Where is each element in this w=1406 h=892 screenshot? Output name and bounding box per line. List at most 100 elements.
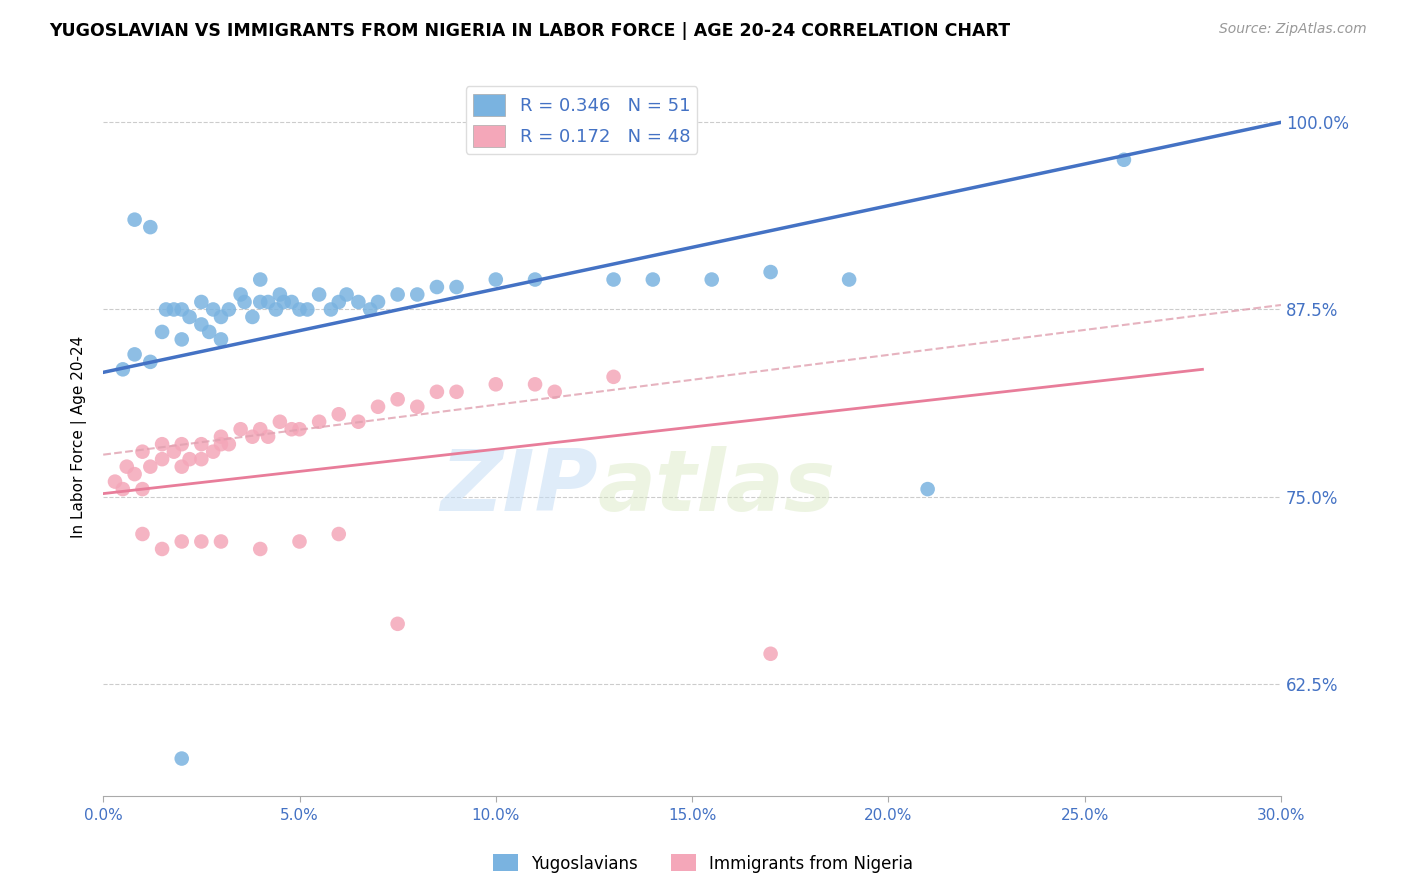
Point — [242, 310, 264, 324]
Point — [150, 541, 173, 556]
Point — [155, 302, 177, 317]
Point — [170, 751, 193, 765]
Point — [111, 362, 134, 376]
Point — [190, 295, 212, 310]
Point — [229, 422, 252, 436]
Point — [202, 302, 225, 317]
Point — [406, 287, 429, 301]
Point — [328, 295, 350, 310]
Point — [446, 280, 468, 294]
Point — [641, 272, 664, 286]
Point — [308, 415, 330, 429]
Point — [328, 527, 350, 541]
Point — [233, 295, 256, 310]
Point — [202, 444, 225, 458]
Point — [131, 527, 153, 541]
Point — [170, 459, 193, 474]
Point — [347, 415, 370, 429]
Point — [359, 302, 381, 317]
Point — [139, 459, 162, 474]
Point — [280, 422, 302, 436]
Point — [917, 482, 939, 496]
Point — [170, 534, 193, 549]
Point — [170, 333, 193, 347]
Point — [288, 422, 311, 436]
Point — [308, 287, 330, 301]
Point — [163, 444, 186, 458]
Point — [190, 534, 212, 549]
Point — [319, 302, 342, 317]
Point — [249, 295, 271, 310]
Text: ZIP: ZIP — [440, 445, 598, 528]
Point — [602, 369, 624, 384]
Point — [602, 272, 624, 286]
Point — [336, 287, 359, 301]
Point — [218, 302, 240, 317]
Point — [150, 325, 173, 339]
Point — [1112, 153, 1135, 167]
Point — [150, 437, 173, 451]
Point — [209, 430, 232, 444]
Point — [131, 482, 153, 496]
Point — [347, 295, 370, 310]
Point — [759, 265, 782, 279]
Y-axis label: In Labor Force | Age 20-24: In Labor Force | Age 20-24 — [72, 335, 87, 538]
Point — [367, 400, 389, 414]
Point — [387, 287, 409, 301]
Point — [111, 482, 134, 496]
Point — [426, 280, 449, 294]
Point — [170, 437, 193, 451]
Point — [367, 295, 389, 310]
Point — [269, 415, 291, 429]
Text: atlas: atlas — [598, 445, 837, 528]
Point — [179, 310, 201, 324]
Point — [288, 302, 311, 317]
Point — [124, 467, 146, 482]
Point — [273, 295, 295, 310]
Point — [387, 616, 409, 631]
Point — [198, 325, 221, 339]
Point — [139, 220, 162, 235]
Point — [190, 437, 212, 451]
Point — [229, 287, 252, 301]
Point — [209, 437, 232, 451]
Point — [150, 452, 173, 467]
Text: Source: ZipAtlas.com: Source: ZipAtlas.com — [1219, 22, 1367, 37]
Point — [104, 475, 127, 489]
Point — [838, 272, 860, 286]
Point — [485, 377, 508, 392]
Point — [163, 302, 186, 317]
Point — [700, 272, 723, 286]
Point — [544, 384, 567, 399]
Point — [406, 400, 429, 414]
Point — [124, 347, 146, 361]
Point — [328, 407, 350, 421]
Point — [524, 272, 547, 286]
Point — [115, 459, 138, 474]
Point — [249, 422, 271, 436]
Point — [280, 295, 302, 310]
Text: YUGOSLAVIAN VS IMMIGRANTS FROM NIGERIA IN LABOR FORCE | AGE 20-24 CORRELATION CH: YUGOSLAVIAN VS IMMIGRANTS FROM NIGERIA I… — [49, 22, 1011, 40]
Point — [190, 452, 212, 467]
Point — [179, 452, 201, 467]
Point — [139, 355, 162, 369]
Point — [170, 302, 193, 317]
Point — [218, 437, 240, 451]
Point — [257, 295, 280, 310]
Point — [759, 647, 782, 661]
Point — [249, 272, 271, 286]
Point — [269, 287, 291, 301]
Point — [131, 444, 153, 458]
Legend: R = 0.346   N = 51, R = 0.172   N = 48: R = 0.346 N = 51, R = 0.172 N = 48 — [465, 87, 697, 154]
Point — [209, 534, 232, 549]
Point — [249, 541, 271, 556]
Point — [190, 318, 212, 332]
Point — [257, 430, 280, 444]
Point — [209, 310, 232, 324]
Point — [288, 534, 311, 549]
Point — [387, 392, 409, 407]
Point — [124, 212, 146, 227]
Point — [242, 430, 264, 444]
Point — [264, 302, 287, 317]
Point — [524, 377, 547, 392]
